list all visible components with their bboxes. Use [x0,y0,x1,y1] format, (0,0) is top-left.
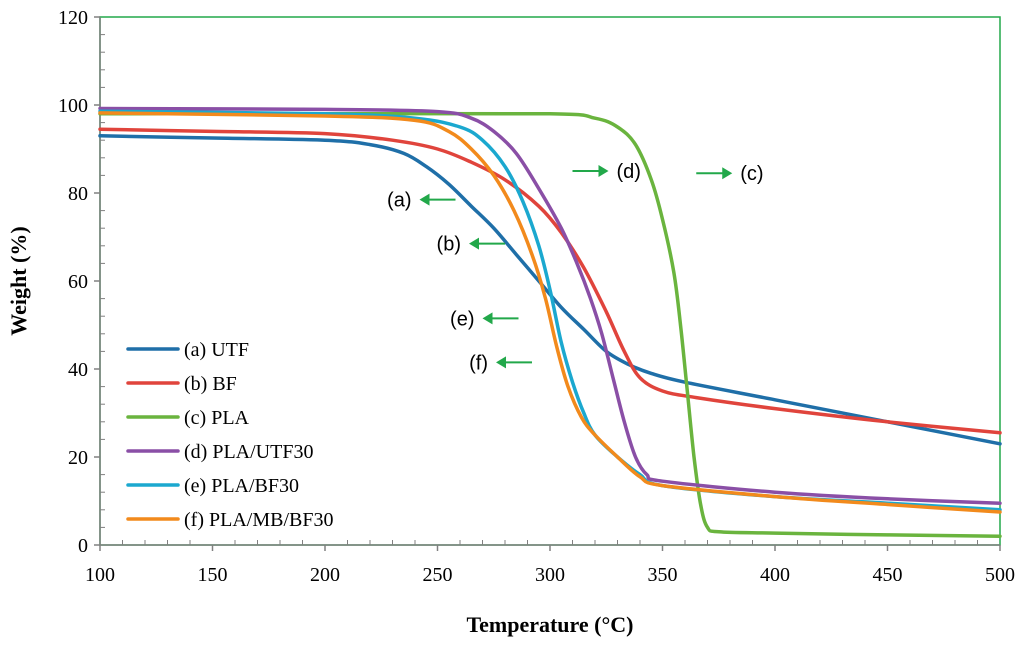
series-line-f-pla-mb-bf30 [98,111,1002,514]
x-axis: 100 150 200 250 300 350 400 450 500 [85,540,1015,586]
x-tick-label: 350 [648,564,678,586]
y-tick-label: 40 [68,359,88,381]
series-line-d-pla-utf30 [98,106,1002,505]
annotation-label-d: (d) [617,161,641,183]
annotation-label-b: (b) [437,234,461,256]
annotation-arrowhead-b [469,237,479,250]
annotation-arrowhead-d [598,165,609,177]
annotation-arrowhead-c [722,167,733,180]
x-tick-label: 200 [310,564,340,586]
legend: (a) UTF (b) BF (c) PLA (d) PLA/UTF30 (e) PLA… [126,339,333,531]
curve-annotations: (a) (b) (c) (d) (e) (f) [387,161,764,374]
y-tick-label: 60 [68,271,88,293]
annotation-label-f: (f) [469,352,488,374]
annotation-arrowhead-e [482,312,493,325]
y-tick-label: 80 [68,183,88,205]
annotation-arrowhead-f [496,356,506,369]
y-tick-label: 0 [78,535,88,557]
series-line-a-utf [98,134,1002,446]
x-tick-label: 100 [85,564,115,586]
y-tick-label: 100 [58,95,88,117]
annotation-arrowhead-a [419,193,430,206]
series-line-c-pla [98,111,1002,538]
x-tick-label: 400 [760,564,790,586]
x-tick-label: 500 [985,564,1015,586]
x-tick-label: 300 [535,564,565,586]
series-lines [98,106,1002,538]
legend-label: (e) PLA/BF30 [184,475,299,497]
legend-label: (c) PLA [184,407,250,429]
x-axis-title: Temperature (°C) [466,612,633,637]
annotation-label-a: (a) [387,190,411,212]
annotation-label-c: (c) [740,163,763,185]
y-axis: 0 20 40 60 80 100 120 [58,7,105,557]
legend-label: (d) PLA/UTF30 [184,441,313,463]
x-tick-label: 250 [423,564,453,586]
x-tick-label: 450 [873,564,903,586]
annotation-label-e: (e) [450,308,474,330]
plot-frame [99,16,1001,546]
y-tick-label: 120 [58,7,88,29]
y-axis-title: Weight (%) [6,226,31,335]
x-tick-label: 150 [198,564,228,586]
legend-label: (f) PLA/MB/BF30 [184,509,333,531]
legend-label: (b) BF [184,373,237,395]
y-tick-label: 20 [68,447,88,469]
legend-label: (a) UTF [184,339,249,361]
